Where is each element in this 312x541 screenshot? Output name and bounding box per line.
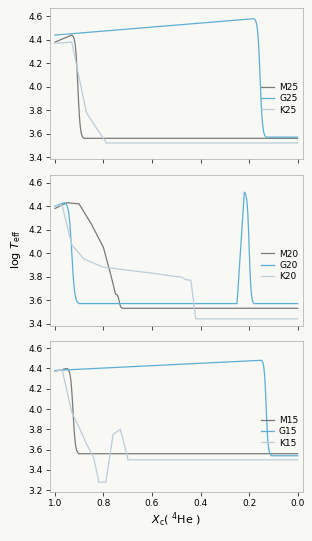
Legend: M20, G20, K20: M20, G20, K20 bbox=[261, 249, 298, 281]
X-axis label: $X_{\rm c}$( $^{4}$He ): $X_{\rm c}$( $^{4}$He ) bbox=[151, 511, 201, 529]
Legend: M25, G25, K25: M25, G25, K25 bbox=[261, 83, 298, 115]
Text: log $T_{\rm eff}$: log $T_{\rm eff}$ bbox=[9, 229, 23, 269]
Legend: M15, G15, K15: M15, G15, K15 bbox=[261, 416, 298, 447]
